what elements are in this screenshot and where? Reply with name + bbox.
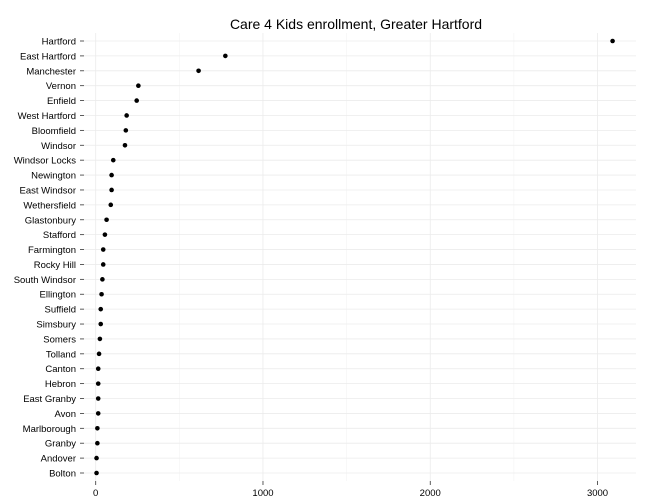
data-point [610, 38, 615, 44]
data-point [94, 470, 99, 476]
y-tick-label: Avon [55, 409, 76, 420]
y-tick-label: Bloomfield [32, 126, 76, 137]
y-tick-label: Windsor [41, 141, 76, 152]
data-point [99, 291, 104, 297]
y-tick-label: Enfield [47, 96, 76, 107]
data-point [136, 83, 141, 88]
data-point [109, 172, 114, 178]
data-point [134, 98, 139, 103]
axis-ticks [80, 40, 598, 485]
y-tick-label: Rocky Hill [34, 260, 76, 271]
data-point [95, 426, 100, 431]
x-tick-label: 2000 [420, 488, 441, 499]
data-point [95, 411, 101, 416]
data-point [223, 53, 228, 59]
y-tick-label: Newington [31, 171, 76, 182]
y-tick-label: East Windsor [20, 185, 77, 196]
chart-title: Care 4 Kids enrollment, Greater Hartford [230, 16, 482, 32]
y-tick-label: Simsbury [36, 320, 76, 331]
y-tick-label: Andover [41, 454, 76, 465]
y-tick-label: Hartford [42, 37, 76, 48]
y-tick-label: Canton [45, 364, 76, 375]
data-point [98, 321, 104, 327]
data-point [98, 306, 104, 312]
y-tick-label: South Windsor [14, 275, 76, 286]
x-axis-labels: 0 1000 2000 3000 [93, 488, 608, 499]
y-tick-label: Bolton [49, 469, 76, 480]
data-point [110, 157, 116, 163]
data-point [95, 440, 100, 446]
data-point [123, 128, 129, 133]
y-tick-label: Windsor Locks [14, 156, 77, 167]
y-tick-label: Vernon [46, 81, 76, 92]
data-point [109, 187, 114, 193]
data-point [196, 68, 201, 74]
data-point [108, 202, 114, 208]
y-tick-label: Marlborough [23, 424, 76, 435]
data-point [104, 217, 109, 223]
x-tick-label: 0 [93, 488, 98, 499]
grid [84, 33, 636, 481]
y-tick-label: East Hartford [20, 51, 76, 62]
y-tick-label: Manchester [26, 66, 76, 77]
data-point [95, 396, 101, 401]
data-points [94, 38, 615, 476]
y-tick-label: Stafford [43, 230, 76, 241]
y-axis-labels: Hartford East Hartford Manchester Vernon Enf… [14, 37, 77, 480]
data-point [95, 366, 101, 372]
y-tick-label: Somers [43, 334, 76, 345]
y-tick-label: Suffield [44, 305, 76, 316]
y-tick-label: West Hartford [18, 111, 76, 122]
data-point [102, 232, 108, 237]
y-tick-label: East Granby [23, 394, 76, 405]
data-point [96, 351, 102, 357]
data-point [122, 142, 128, 148]
data-point [100, 277, 105, 282]
y-tick-label: Farmington [28, 245, 76, 256]
y-tick-label: Tolland [46, 349, 76, 360]
data-point [94, 455, 99, 461]
y-tick-label: Granby [45, 439, 76, 450]
y-tick-label: Glastonbury [25, 215, 76, 226]
data-point [124, 113, 129, 118]
data-point [95, 381, 101, 386]
data-point [100, 262, 106, 267]
x-tick-label: 1000 [252, 488, 273, 499]
data-point [97, 336, 103, 342]
y-tick-label: Wethersfield [23, 200, 76, 211]
x-tick-label: 3000 [587, 488, 608, 499]
data-point [100, 247, 106, 252]
y-tick-label: Ellington [40, 290, 76, 301]
y-tick-label: Hebron [45, 379, 76, 390]
